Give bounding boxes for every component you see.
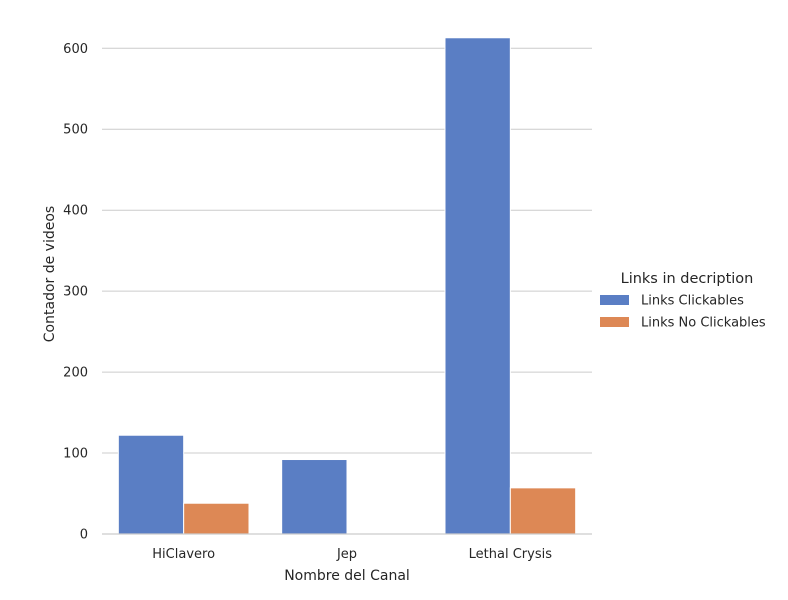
bar-clickables <box>281 459 348 535</box>
y-tick-labels: 0 100 200 300 400 500 600 <box>63 42 88 543</box>
legend-title: Links in decription <box>621 271 754 287</box>
bar-no-clickables <box>509 487 577 535</box>
legend-swatch <box>600 295 629 305</box>
legend-item-label: Links Clickables <box>641 294 744 309</box>
x-tick-label: Lethal Crysis <box>469 547 553 562</box>
bar-no-clickables <box>183 502 250 535</box>
grid-lines <box>102 47 592 454</box>
x-tick-label: Jep <box>336 547 357 562</box>
bar-clickables <box>444 37 511 535</box>
legend: Links in decription Links Clickables Link… <box>600 271 766 331</box>
bars <box>117 37 577 535</box>
y-tick-label: 0 <box>80 528 88 543</box>
y-tick-label: 300 <box>63 285 88 300</box>
legend-swatch <box>600 317 629 327</box>
y-axis-label: Contador de videos <box>42 206 58 342</box>
y-tick-label: 200 <box>63 366 88 381</box>
x-tick-labels: HiClavero Jep Lethal Crysis <box>152 547 552 562</box>
y-tick-label: 600 <box>63 42 88 57</box>
y-tick-label: 400 <box>63 204 88 219</box>
y-tick-label: 100 <box>63 447 88 462</box>
x-axis-label: Nombre del Canal <box>284 568 410 584</box>
x-tick-label: HiClavero <box>152 547 215 562</box>
legend-item-label: Links No Clickables <box>641 316 766 331</box>
bar-clickables <box>117 434 185 535</box>
y-tick-label: 500 <box>63 123 88 138</box>
